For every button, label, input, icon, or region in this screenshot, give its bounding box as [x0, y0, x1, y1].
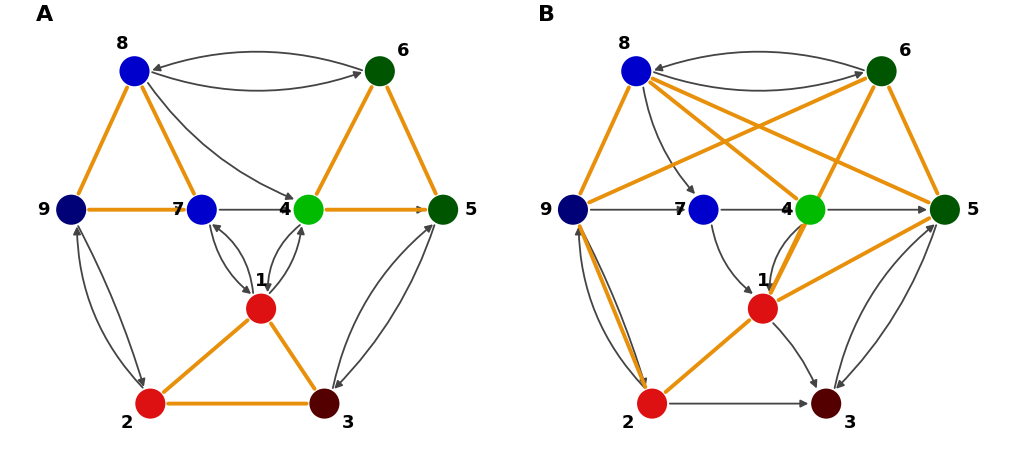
Circle shape	[120, 56, 150, 86]
Circle shape	[748, 294, 778, 324]
Text: 5: 5	[465, 201, 477, 219]
Text: 2: 2	[121, 414, 133, 432]
Circle shape	[135, 389, 165, 419]
Text: 9: 9	[539, 201, 552, 219]
Circle shape	[796, 195, 825, 225]
Circle shape	[309, 389, 340, 419]
Text: B: B	[538, 5, 555, 25]
Text: 3: 3	[844, 414, 856, 432]
Text: 3: 3	[342, 414, 354, 432]
Text: 8: 8	[117, 34, 129, 52]
Text: 8: 8	[618, 34, 631, 52]
Text: 4: 4	[780, 201, 793, 219]
Text: 5: 5	[967, 201, 979, 219]
Circle shape	[294, 195, 324, 225]
Text: 7: 7	[674, 201, 686, 219]
Text: 7: 7	[172, 201, 184, 219]
Circle shape	[186, 195, 217, 225]
Text: 1: 1	[255, 272, 267, 290]
Text: 1: 1	[757, 272, 769, 290]
Circle shape	[428, 195, 458, 225]
Text: 6: 6	[397, 42, 410, 61]
Circle shape	[246, 294, 276, 324]
Circle shape	[365, 56, 395, 86]
Circle shape	[688, 195, 719, 225]
Circle shape	[622, 56, 651, 86]
Text: A: A	[36, 5, 53, 25]
Text: 6: 6	[899, 42, 911, 61]
Circle shape	[866, 56, 897, 86]
Circle shape	[56, 195, 86, 225]
Circle shape	[811, 389, 842, 419]
Circle shape	[637, 389, 667, 419]
Text: 9: 9	[37, 201, 50, 219]
Circle shape	[930, 195, 959, 225]
Circle shape	[558, 195, 588, 225]
Text: 2: 2	[623, 414, 635, 432]
Text: 4: 4	[279, 201, 291, 219]
